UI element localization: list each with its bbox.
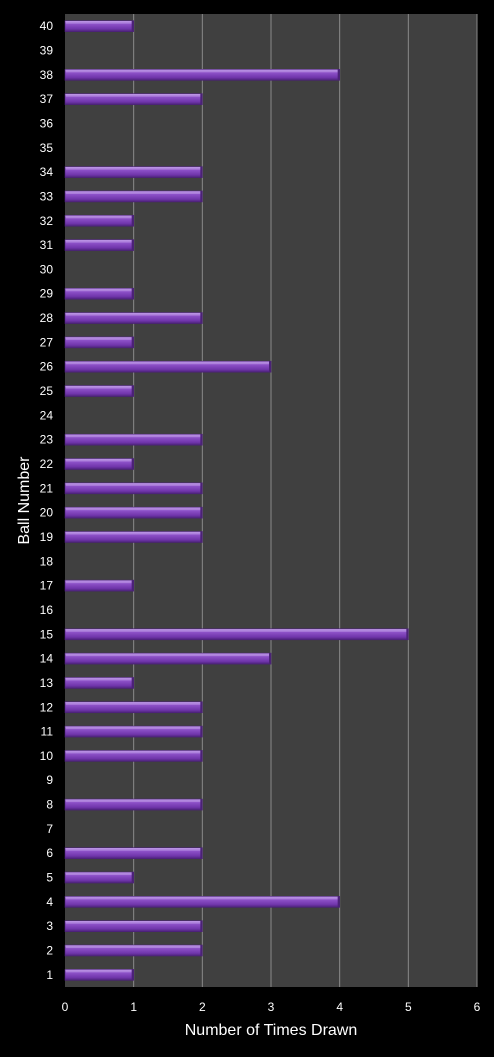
y-tick-label: 13	[40, 676, 54, 690]
y-tick-label: 5	[46, 871, 53, 885]
bar	[64, 896, 340, 908]
y-axis-label: Ball Number	[16, 456, 33, 545]
y-tick-label: 9	[46, 773, 53, 787]
y-tick-label: 34	[40, 165, 54, 179]
y-tick-label: 39	[40, 43, 54, 57]
y-tick-label: 8	[46, 798, 53, 812]
bar	[64, 287, 134, 300]
y-tick-label: 18	[40, 554, 54, 568]
bar	[64, 969, 134, 981]
bar	[64, 798, 203, 811]
bar	[64, 677, 134, 689]
x-tick-label: 0	[62, 1000, 69, 1014]
bar	[64, 166, 203, 178]
bar	[64, 214, 134, 227]
bar	[64, 336, 134, 349]
bar	[64, 920, 203, 932]
bar	[64, 385, 134, 397]
y-tick-label: 3	[46, 919, 53, 933]
y-tick-label: 25	[40, 384, 54, 398]
bar	[64, 360, 272, 373]
bar	[64, 750, 203, 762]
x-tick-label: 3	[268, 1000, 275, 1014]
y-tick-label: 16	[40, 603, 54, 617]
x-tick-label: 2	[199, 1000, 206, 1014]
y-tick-label: 10	[40, 749, 54, 763]
y-tick-label: 21	[40, 481, 54, 495]
bar	[64, 652, 272, 665]
bars	[64, 20, 409, 981]
x-tick-label: 6	[474, 1000, 481, 1014]
y-tick-label: 40	[40, 19, 54, 33]
y-tick-label: 23	[40, 433, 54, 447]
y-tick-label: 28	[40, 311, 54, 325]
bar	[64, 482, 203, 495]
bar	[64, 725, 203, 738]
bar	[64, 20, 134, 32]
y-tick-label: 22	[40, 457, 54, 471]
bar	[64, 239, 134, 251]
y-tick-label: 32	[40, 214, 54, 228]
bar	[64, 458, 134, 470]
x-tick-labels: 0 1 2 3 4 5 6	[62, 1000, 481, 1014]
bar	[64, 93, 203, 105]
y-tick-label: 15	[40, 627, 54, 641]
y-tick-label: 19	[40, 530, 54, 544]
y-tick-label: 14	[40, 652, 54, 666]
bar	[64, 847, 203, 860]
y-tick-label: 7	[46, 822, 53, 836]
y-tick-label: 29	[40, 287, 54, 301]
x-tick-label: 1	[130, 1000, 137, 1014]
bar	[64, 506, 203, 519]
bar	[64, 628, 409, 641]
bar	[64, 190, 203, 203]
y-tick-label: 33	[40, 189, 54, 203]
y-tick-label: 12	[40, 700, 54, 714]
y-tick-label: 30	[40, 262, 54, 276]
y-tick-label: 2	[46, 944, 53, 958]
y-tick-labels: 1234567891011121314151617181920212223242…	[40, 19, 54, 982]
y-tick-label: 36	[40, 116, 54, 130]
x-tick-label: 4	[336, 1000, 343, 1014]
bar	[64, 69, 340, 81]
bar	[64, 531, 203, 543]
y-tick-label: 27	[40, 335, 54, 349]
x-axis-label: Number of Times Drawn	[185, 1022, 358, 1039]
bar	[64, 701, 203, 714]
y-tick-label: 37	[40, 92, 54, 106]
y-tick-label: 35	[40, 141, 54, 155]
y-tick-label: 26	[40, 360, 54, 374]
bar	[64, 944, 203, 957]
bar	[64, 433, 203, 446]
y-tick-label: 20	[40, 506, 54, 520]
y-tick-label: 31	[40, 238, 54, 252]
y-tick-label: 11	[41, 725, 54, 739]
y-tick-label: 17	[40, 579, 54, 593]
y-tick-label: 24	[40, 408, 54, 422]
y-tick-label: 6	[46, 846, 53, 860]
bar	[64, 312, 203, 324]
bar	[64, 871, 134, 884]
x-tick-label: 5	[405, 1000, 412, 1014]
y-tick-label: 38	[40, 68, 54, 82]
bar	[64, 579, 134, 592]
y-tick-label: 1	[46, 968, 53, 982]
y-tick-label: 4	[46, 895, 53, 909]
